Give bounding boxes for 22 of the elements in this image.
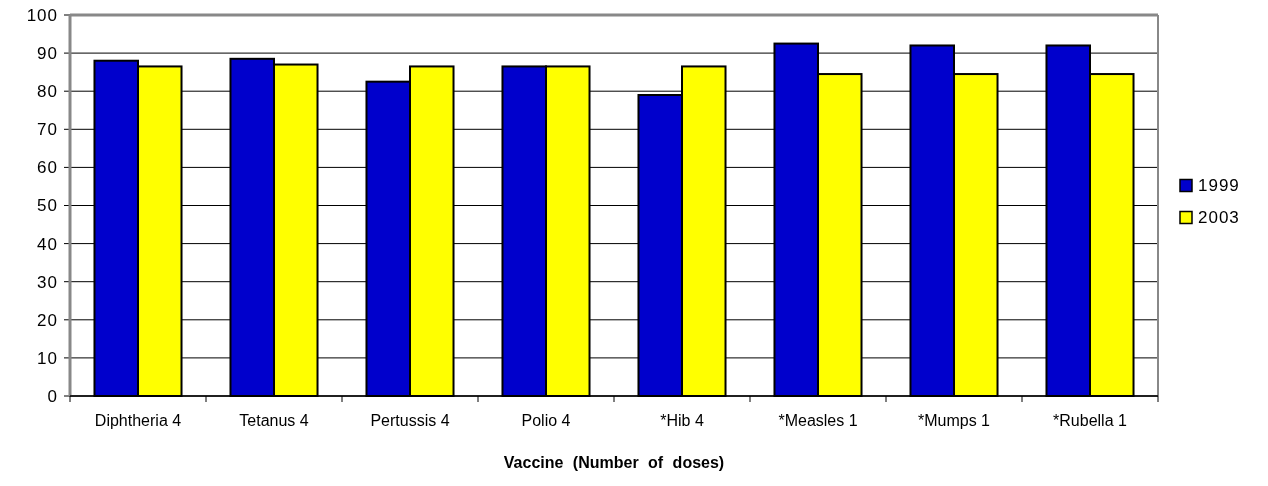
x-tick-label: *Hib 4 [660,412,704,429]
x-tick-label: Diphtheria 4 [94,412,182,429]
x-axis-title: Vaccine (Number of doses) [503,454,725,471]
legend-label: 1999 [1198,176,1240,196]
x-tick-label: *Measles 1 [778,412,858,429]
y-tick-label: 10 [37,348,58,368]
x-tick-label: Polio 4 [521,412,571,429]
y-tick-label: 40 [37,234,58,254]
legend-label: 2003 [1198,208,1240,228]
y-tick-label: 20 [37,310,58,330]
x-tick-label: *Rubella 1 [1053,412,1128,429]
y-tick-label: 100 [26,5,58,25]
y-tick-label: 0 [47,386,58,406]
y-tick-label: 80 [37,82,58,102]
y-tick-label: 50 [37,196,58,216]
x-tick-label: Pertussis 4 [370,412,450,429]
x-tick-label: *Mumps 1 [917,412,991,429]
x-tick-label: Tetanus 4 [239,412,309,429]
y-tick-label: 30 [37,272,58,292]
y-tick-label: 70 [37,120,58,140]
y-tick-label: 90 [37,44,58,64]
y-tick-label: 60 [37,158,58,178]
